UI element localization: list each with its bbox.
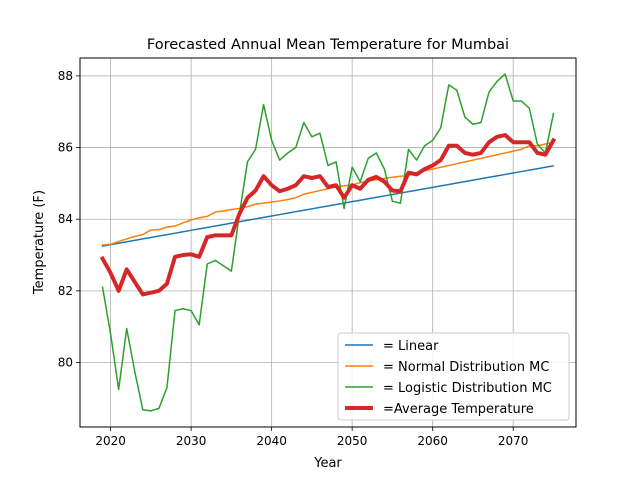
x-tick-label: 2040 xyxy=(256,434,287,448)
x-tick-label: 2050 xyxy=(337,434,368,448)
x-tick-label: 2030 xyxy=(176,434,207,448)
legend-label: = Logistic Distribution MC xyxy=(383,381,552,396)
chart-title: Forecasted Annual Mean Temperature for M… xyxy=(147,37,509,53)
grid xyxy=(80,58,576,427)
legend-label: = Normal Distribution MC xyxy=(383,360,549,375)
legend-label: =Average Temperature xyxy=(383,402,534,417)
legend-label: = Linear xyxy=(383,339,439,354)
series-line-3 xyxy=(99,133,557,297)
x-axis-label: Year xyxy=(313,456,342,471)
series-line-2 xyxy=(101,73,555,412)
y-tick-label: 86 xyxy=(58,141,73,155)
y-tick-label: 82 xyxy=(58,284,73,298)
y-tick-label: 80 xyxy=(58,356,73,370)
x-tick-label: 2070 xyxy=(498,434,529,448)
series-line-0 xyxy=(101,164,555,247)
y-tick-label: 84 xyxy=(58,212,73,226)
x-tick-label: 2060 xyxy=(417,434,448,448)
x-tick-label: 2020 xyxy=(95,434,126,448)
plot-lines xyxy=(99,73,557,412)
y-tick-label: 88 xyxy=(58,69,73,83)
plot-frame xyxy=(79,57,577,428)
y-axis-label: Temperature (F) xyxy=(32,190,47,295)
series-line-1 xyxy=(101,141,555,246)
x-axis-ticks: 2020 2030 2040 2050 2060 2070 xyxy=(95,427,528,448)
legend: = Linear = Normal Distribution MC = Logist… xyxy=(337,332,570,421)
y-axis-ticks: 80 82 84 86 88 xyxy=(58,69,80,370)
legend-box xyxy=(337,332,570,421)
